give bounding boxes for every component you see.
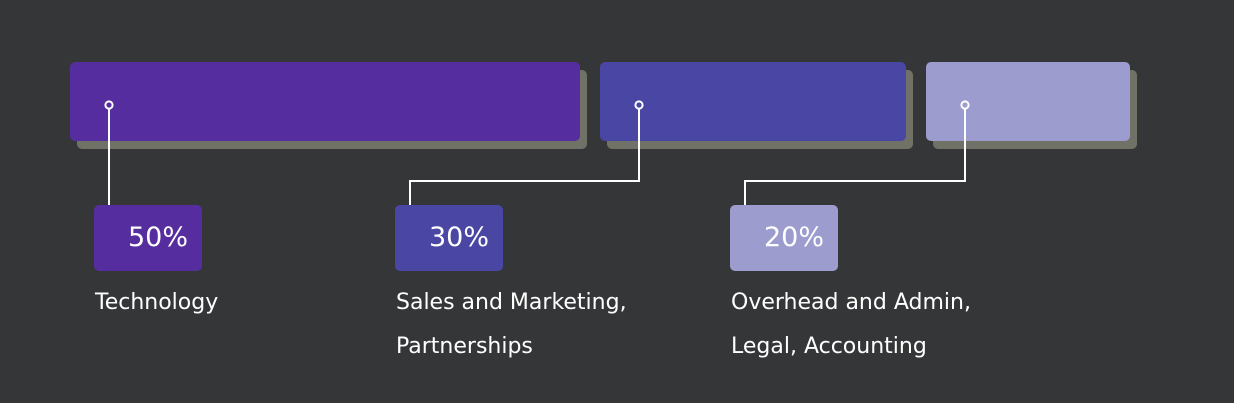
value-badge-1: 50% bbox=[94, 205, 202, 271]
bar-segment-1 bbox=[70, 62, 580, 141]
category-label-2-line-2: Partnerships bbox=[396, 334, 533, 359]
bar-segment-2 bbox=[600, 62, 906, 141]
bar-segment-3 bbox=[926, 62, 1130, 141]
category-label-3-line-1: Overhead and Admin, bbox=[731, 290, 971, 315]
category-label-3-line-2: Legal, Accounting bbox=[731, 334, 927, 359]
value-label-3: 20% bbox=[764, 222, 825, 253]
value-badge-2: 30% bbox=[395, 205, 503, 271]
value-label-2: 30% bbox=[429, 222, 490, 253]
category-label-1-line-1: Technology bbox=[95, 290, 219, 315]
category-label-2-line-1: Sales and Marketing, bbox=[396, 290, 627, 315]
value-badge-3: 20% bbox=[730, 205, 838, 271]
value-label-1: 50% bbox=[128, 222, 189, 253]
